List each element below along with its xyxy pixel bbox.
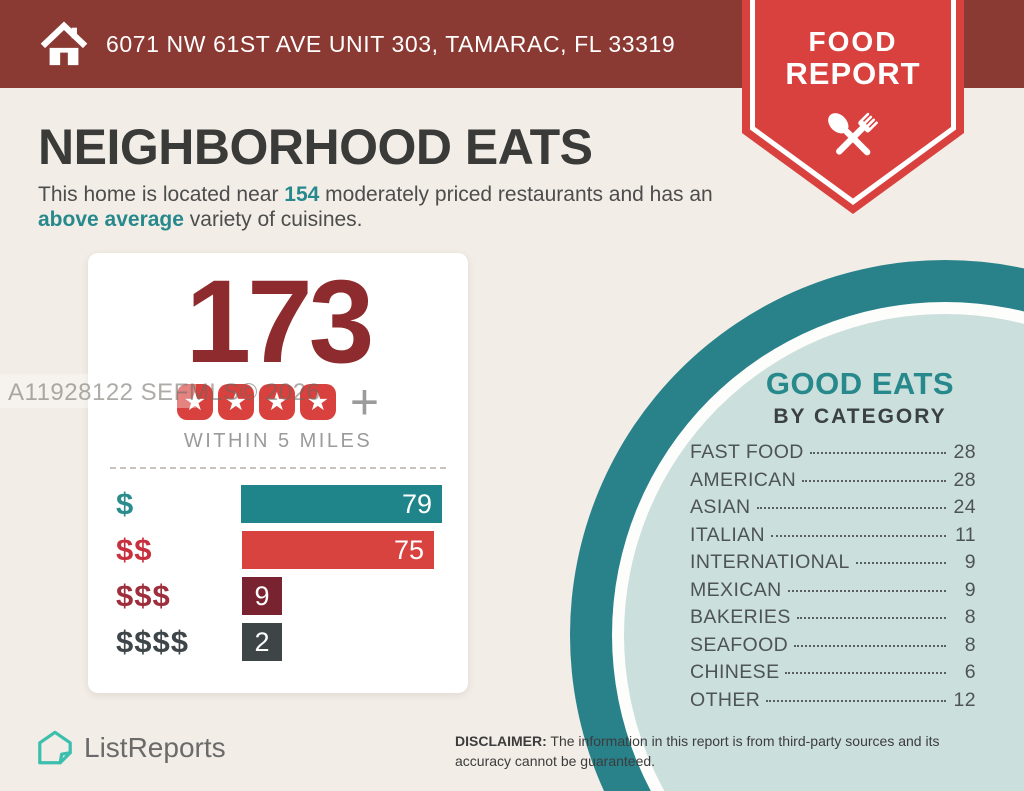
- disclaimer-body: The information in this report is from t…: [455, 733, 940, 769]
- summary-card: 173 ★ ★ ★ ★ + WITHIN 5 MILES $79 $$ 75 $$$ 9 $$$…: [88, 253, 468, 693]
- intro-mid: moderately priced restaurants and has an: [319, 183, 713, 206]
- price-tier-bar-chart: $79 $$ 75 $$$ 9 $$$$ 2: [88, 469, 468, 665]
- category-label: MEXICAN: [690, 578, 782, 601]
- category-row: ASIAN 24: [690, 496, 976, 524]
- category-label: AMERICAN: [690, 468, 797, 491]
- category-value: 6: [964, 661, 976, 683]
- dotted-leader: [794, 644, 946, 647]
- dashed-divider: [110, 467, 446, 469]
- ribbon-banner-shape: [742, 0, 964, 214]
- price-tier-row: $$ 75: [116, 527, 442, 573]
- category-label: OTHER: [690, 688, 761, 711]
- price-tier-label: $$: [116, 532, 153, 567]
- dotted-leader: [785, 672, 946, 674]
- dotted-leader: [802, 479, 946, 482]
- category-value: 8: [964, 606, 976, 628]
- price-tier-bar: 2: [242, 623, 282, 661]
- intro-text: This home is located near 154 moderately…: [38, 183, 718, 232]
- category-row: MEXICAN 9: [690, 579, 976, 607]
- category-value: 9: [964, 551, 976, 573]
- star-icon: ★: [217, 384, 254, 420]
- watermark-backing: [0, 374, 196, 408]
- category-label: SEAFOOD: [690, 633, 789, 656]
- category-row: CHINESE 6: [690, 661, 976, 689]
- restaurant-count: 154: [284, 183, 320, 206]
- category-value: 9: [964, 578, 976, 601]
- listreports-logo: ListReports: [36, 728, 226, 768]
- category-row: FAST FOOD 28: [690, 441, 976, 469]
- category-value: 11: [954, 523, 976, 546]
- ribbon-title-line1: FOOD: [808, 26, 898, 57]
- disclaimer-label: DISCLAIMER:: [455, 733, 547, 749]
- disclaimer-text: DISCLAIMER: The information in this repo…: [455, 732, 990, 771]
- price-tier-label: $$$: [116, 578, 171, 613]
- category-value: 12: [953, 688, 976, 711]
- price-tier-row: $$$$ 2: [116, 619, 442, 665]
- category-value: 28: [953, 441, 976, 463]
- good-eats-title: GOOD EATS: [765, 366, 955, 401]
- brand-name: ListReports: [84, 732, 226, 763]
- category-row: SEAFOOD 8: [690, 634, 976, 662]
- category-row: BAKERIES 8: [690, 606, 976, 634]
- price-tier-label: $$$$: [116, 624, 189, 659]
- dotted-leader: [787, 589, 946, 592]
- price-tier-row: $79: [116, 481, 442, 527]
- good-eats-subtitle: BY CATEGORY: [773, 405, 947, 428]
- price-tier-label: $: [116, 486, 135, 521]
- radius-label: WITHIN 5 MILES: [183, 430, 373, 452]
- star-icon: ★: [299, 384, 336, 420]
- price-tier-bar: 79: [241, 485, 442, 523]
- dotted-leader: [766, 699, 946, 702]
- dotted-leader: [771, 534, 946, 537]
- category-label: BAKERIES: [690, 606, 791, 628]
- price-tier-row: $$$ 9: [116, 573, 442, 619]
- page-title: NEIGHBORHOOD EATS: [38, 119, 593, 175]
- price-tier-bar: 75: [242, 531, 434, 569]
- category-value: 28: [953, 468, 976, 491]
- category-row: INTERNATIONAL 9: [690, 551, 976, 579]
- spoon-fork-icon: [828, 112, 878, 156]
- category-value: 8: [964, 633, 976, 656]
- star-icon: ★: [176, 384, 213, 420]
- dotted-leader: [756, 507, 946, 509]
- category-value: 24: [953, 496, 976, 518]
- star-icon: ★: [258, 384, 295, 420]
- price-tier-bar: 9: [242, 577, 282, 615]
- category-row: OTHER 12: [690, 689, 976, 717]
- intro-post: variety of cuisines.: [183, 207, 363, 231]
- category-row: ITALIAN 11: [690, 524, 976, 552]
- category-row: AMERICAN 28: [690, 469, 976, 497]
- star-rating: ★ ★ ★ ★: [176, 384, 336, 420]
- home-icon: [40, 21, 88, 66]
- plus-icon: +: [349, 374, 380, 430]
- dotted-leader: [796, 617, 946, 619]
- category-label: ITALIAN: [690, 523, 766, 546]
- category-list: FAST FOOD 28 AMERICAN 28 ASIAN 24 ITALIAN 11 INT…: [690, 441, 976, 716]
- rating-row: ★ ★ ★ ★ +: [88, 374, 468, 430]
- intro-pre: This home is located near: [38, 183, 285, 206]
- category-label: FAST FOOD: [690, 441, 804, 463]
- food-report-ribbon: FOOD REPORT: [742, 0, 964, 214]
- ribbon-title-line2: REPORT: [785, 56, 921, 91]
- dotted-leader: [809, 452, 946, 454]
- good-eats-header: GOOD EATS BY CATEGORY: [700, 366, 1020, 429]
- category-label: ASIAN: [690, 496, 751, 518]
- variety-highlight: above average: [38, 207, 184, 231]
- category-label: INTERNATIONAL: [690, 551, 850, 573]
- listreports-logo-icon: [38, 730, 72, 765]
- property-address: 6071 NW 61ST AVE UNIT 303, TAMARAC, FL 3…: [106, 30, 676, 57]
- category-label: CHINESE: [690, 661, 780, 683]
- dotted-leader: [855, 562, 946, 564]
- total-restaurants-number: 173: [185, 256, 375, 388]
